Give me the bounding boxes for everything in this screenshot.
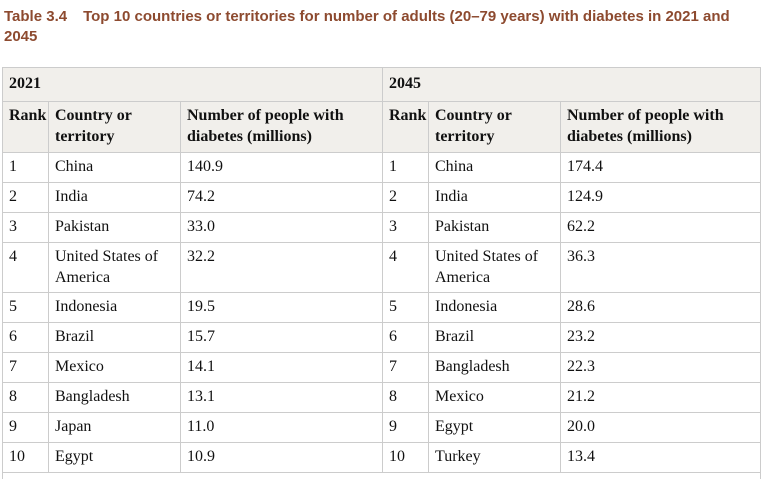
- year-2045-header: 2045: [382, 67, 761, 102]
- rank-cell-2021: 5: [2, 292, 49, 323]
- value-cell-2045: 62.2: [560, 212, 761, 243]
- column-header-row: Rank Country or territory Number of peop…: [2, 101, 761, 153]
- country-cell-2021: Egypt: [48, 442, 181, 473]
- value-cell-2045: 124.9: [560, 182, 761, 213]
- country-cell-2021: Mexico: [48, 352, 181, 383]
- rank-cell-2045: 2: [382, 182, 429, 213]
- country-cell-2045: United States of America: [428, 242, 561, 293]
- country-cell-2021: Bangladesh: [48, 382, 181, 413]
- country-cell-2021: United States of America: [48, 242, 181, 293]
- value-cell-2045: 23.2: [560, 322, 761, 353]
- country-cell-2021: Brazil: [48, 322, 181, 353]
- table-title-label: Table 3.4: [4, 8, 68, 25]
- country-cell-2021: Indonesia: [48, 292, 181, 323]
- rank-cell-2045: 7: [382, 352, 429, 383]
- country-cell-2021: China: [48, 152, 181, 183]
- value-cell-2045: 174.4: [560, 152, 761, 183]
- table-row: 8 Bangladesh 13.1 8 Mexico 21.2: [2, 382, 761, 413]
- rank-cell-2021: 10: [2, 442, 49, 473]
- col-header-rank-2045: Rank: [382, 101, 429, 153]
- rank-cell-2045: 5: [382, 292, 429, 323]
- value-cell-2045: 13.4: [560, 442, 761, 473]
- table-footer-strip: [2, 472, 761, 479]
- value-cell-2021: 32.2: [180, 242, 383, 293]
- rank-cell-2021: 2: [2, 182, 49, 213]
- col-header-country-2021: Country or territory: [48, 101, 181, 153]
- country-cell-2045: Indonesia: [428, 292, 561, 323]
- rank-cell-2021: 9: [2, 412, 49, 443]
- value-cell-2021: 14.1: [180, 352, 383, 383]
- country-cell-2045: Mexico: [428, 382, 561, 413]
- rank-cell-2045: 1: [382, 152, 429, 183]
- table-row: 3 Pakistan 33.0 3 Pakistan 62.2: [2, 212, 761, 243]
- col-header-country-2045: Country or territory: [428, 101, 561, 153]
- rank-cell-2045: 6: [382, 322, 429, 353]
- rank-cell-2021: 6: [2, 322, 49, 353]
- country-cell-2021: Pakistan: [48, 212, 181, 243]
- col-header-number-2021: Number of people with diabetes (millions…: [180, 101, 383, 153]
- value-cell-2021: 33.0: [180, 212, 383, 243]
- value-cell-2021: 13.1: [180, 382, 383, 413]
- table-footer-row: [2, 472, 761, 479]
- table-row: 9 Japan 11.0 9 Egypt 20.0: [2, 412, 761, 443]
- value-cell-2021: 11.0: [180, 412, 383, 443]
- country-cell-2021: Japan: [48, 412, 181, 443]
- rank-cell-2045: 10: [382, 442, 429, 473]
- value-cell-2045: 21.2: [560, 382, 761, 413]
- rank-cell-2021: 4: [2, 242, 49, 293]
- col-header-number-2045: Number of people with diabetes (millions…: [560, 101, 761, 153]
- year-2021-header: 2021: [2, 67, 383, 102]
- rank-cell-2045: 3: [382, 212, 429, 243]
- rank-cell-2045: 4: [382, 242, 429, 293]
- table-row: 10 Egypt 10.9 10 Turkey 13.4: [2, 442, 761, 473]
- country-cell-2045: China: [428, 152, 561, 183]
- rank-cell-2021: 1: [2, 152, 49, 183]
- country-cell-2045: Brazil: [428, 322, 561, 353]
- value-cell-2021: 74.2: [180, 182, 383, 213]
- country-cell-2021: India: [48, 182, 181, 213]
- table-row: 5 Indonesia 19.5 5 Indonesia 28.6: [2, 292, 761, 323]
- country-cell-2045: Pakistan: [428, 212, 561, 243]
- year-header-row: 2021 2045: [2, 67, 761, 102]
- rank-cell-2045: 8: [382, 382, 429, 413]
- table-title-text: Top 10 countries or territories for numb…: [4, 8, 730, 45]
- table-row: 2 India 74.2 2 India 124.9: [2, 182, 761, 213]
- value-cell-2021: 10.9: [180, 442, 383, 473]
- table-title: Table 3.4 Top 10 countries or territories…: [4, 7, 759, 47]
- table-row: 6 Brazil 15.7 6 Brazil 23.2: [2, 322, 761, 353]
- table-row: 7 Mexico 14.1 7 Bangladesh 22.3: [2, 352, 761, 383]
- value-cell-2045: 28.6: [560, 292, 761, 323]
- value-cell-2045: 36.3: [560, 242, 761, 293]
- diabetes-table: 2021 2045 Rank Country or territory Numb…: [2, 67, 761, 479]
- value-cell-2045: 22.3: [560, 352, 761, 383]
- rank-cell-2021: 3: [2, 212, 49, 243]
- value-cell-2045: 20.0: [560, 412, 761, 443]
- country-cell-2045: Egypt: [428, 412, 561, 443]
- country-cell-2045: India: [428, 182, 561, 213]
- country-cell-2045: Turkey: [428, 442, 561, 473]
- value-cell-2021: 19.5: [180, 292, 383, 323]
- table-row: 4 United States of America 32.2 4 United…: [2, 242, 761, 293]
- rank-cell-2045: 9: [382, 412, 429, 443]
- rank-cell-2021: 8: [2, 382, 49, 413]
- col-header-rank-2021: Rank: [2, 101, 49, 153]
- value-cell-2021: 15.7: [180, 322, 383, 353]
- table-row: 1 China 140.9 1 China 174.4: [2, 152, 761, 183]
- rank-cell-2021: 7: [2, 352, 49, 383]
- value-cell-2021: 140.9: [180, 152, 383, 183]
- country-cell-2045: Bangladesh: [428, 352, 561, 383]
